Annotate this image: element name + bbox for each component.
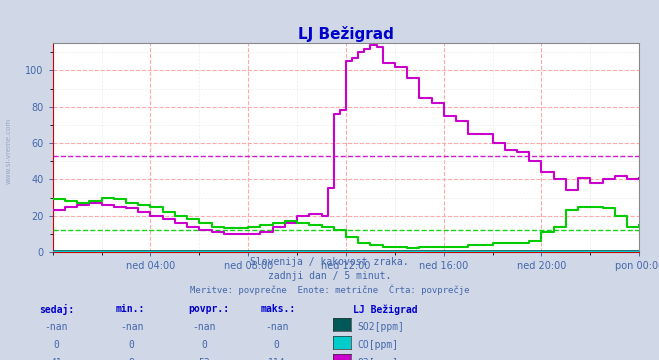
Text: 0: 0 (274, 340, 279, 350)
Text: 0: 0 (129, 340, 134, 350)
Text: 114: 114 (268, 358, 285, 360)
Text: Meritve: povprečne  Enote: metrične  Črta: povprečje: Meritve: povprečne Enote: metrične Črta:… (190, 285, 469, 296)
Text: Slovenija / kakovost zraka.: Slovenija / kakovost zraka. (250, 257, 409, 267)
Text: 0: 0 (202, 340, 207, 350)
Text: O3[ppm]: O3[ppm] (358, 358, 399, 360)
Text: 41: 41 (50, 358, 62, 360)
Text: 53: 53 (198, 358, 210, 360)
Text: maks.:: maks.: (260, 304, 295, 314)
Text: 0: 0 (53, 340, 59, 350)
Text: min.:: min.: (115, 304, 145, 314)
Text: -nan: -nan (120, 322, 144, 332)
Text: povpr.:: povpr.: (188, 304, 229, 314)
Text: -nan: -nan (44, 322, 68, 332)
Text: -nan: -nan (265, 322, 289, 332)
Text: www.si-vreme.com: www.si-vreme.com (5, 118, 12, 184)
Text: LJ Bežigrad: LJ Bežigrad (353, 304, 417, 315)
Text: sedaj:: sedaj: (40, 304, 74, 315)
Text: -nan: -nan (192, 322, 216, 332)
Text: 9: 9 (129, 358, 134, 360)
Text: zadnji dan / 5 minut.: zadnji dan / 5 minut. (268, 271, 391, 281)
Title: LJ Bežigrad: LJ Bežigrad (298, 26, 394, 42)
Text: SO2[ppm]: SO2[ppm] (358, 322, 405, 332)
Text: CO[ppm]: CO[ppm] (358, 340, 399, 350)
